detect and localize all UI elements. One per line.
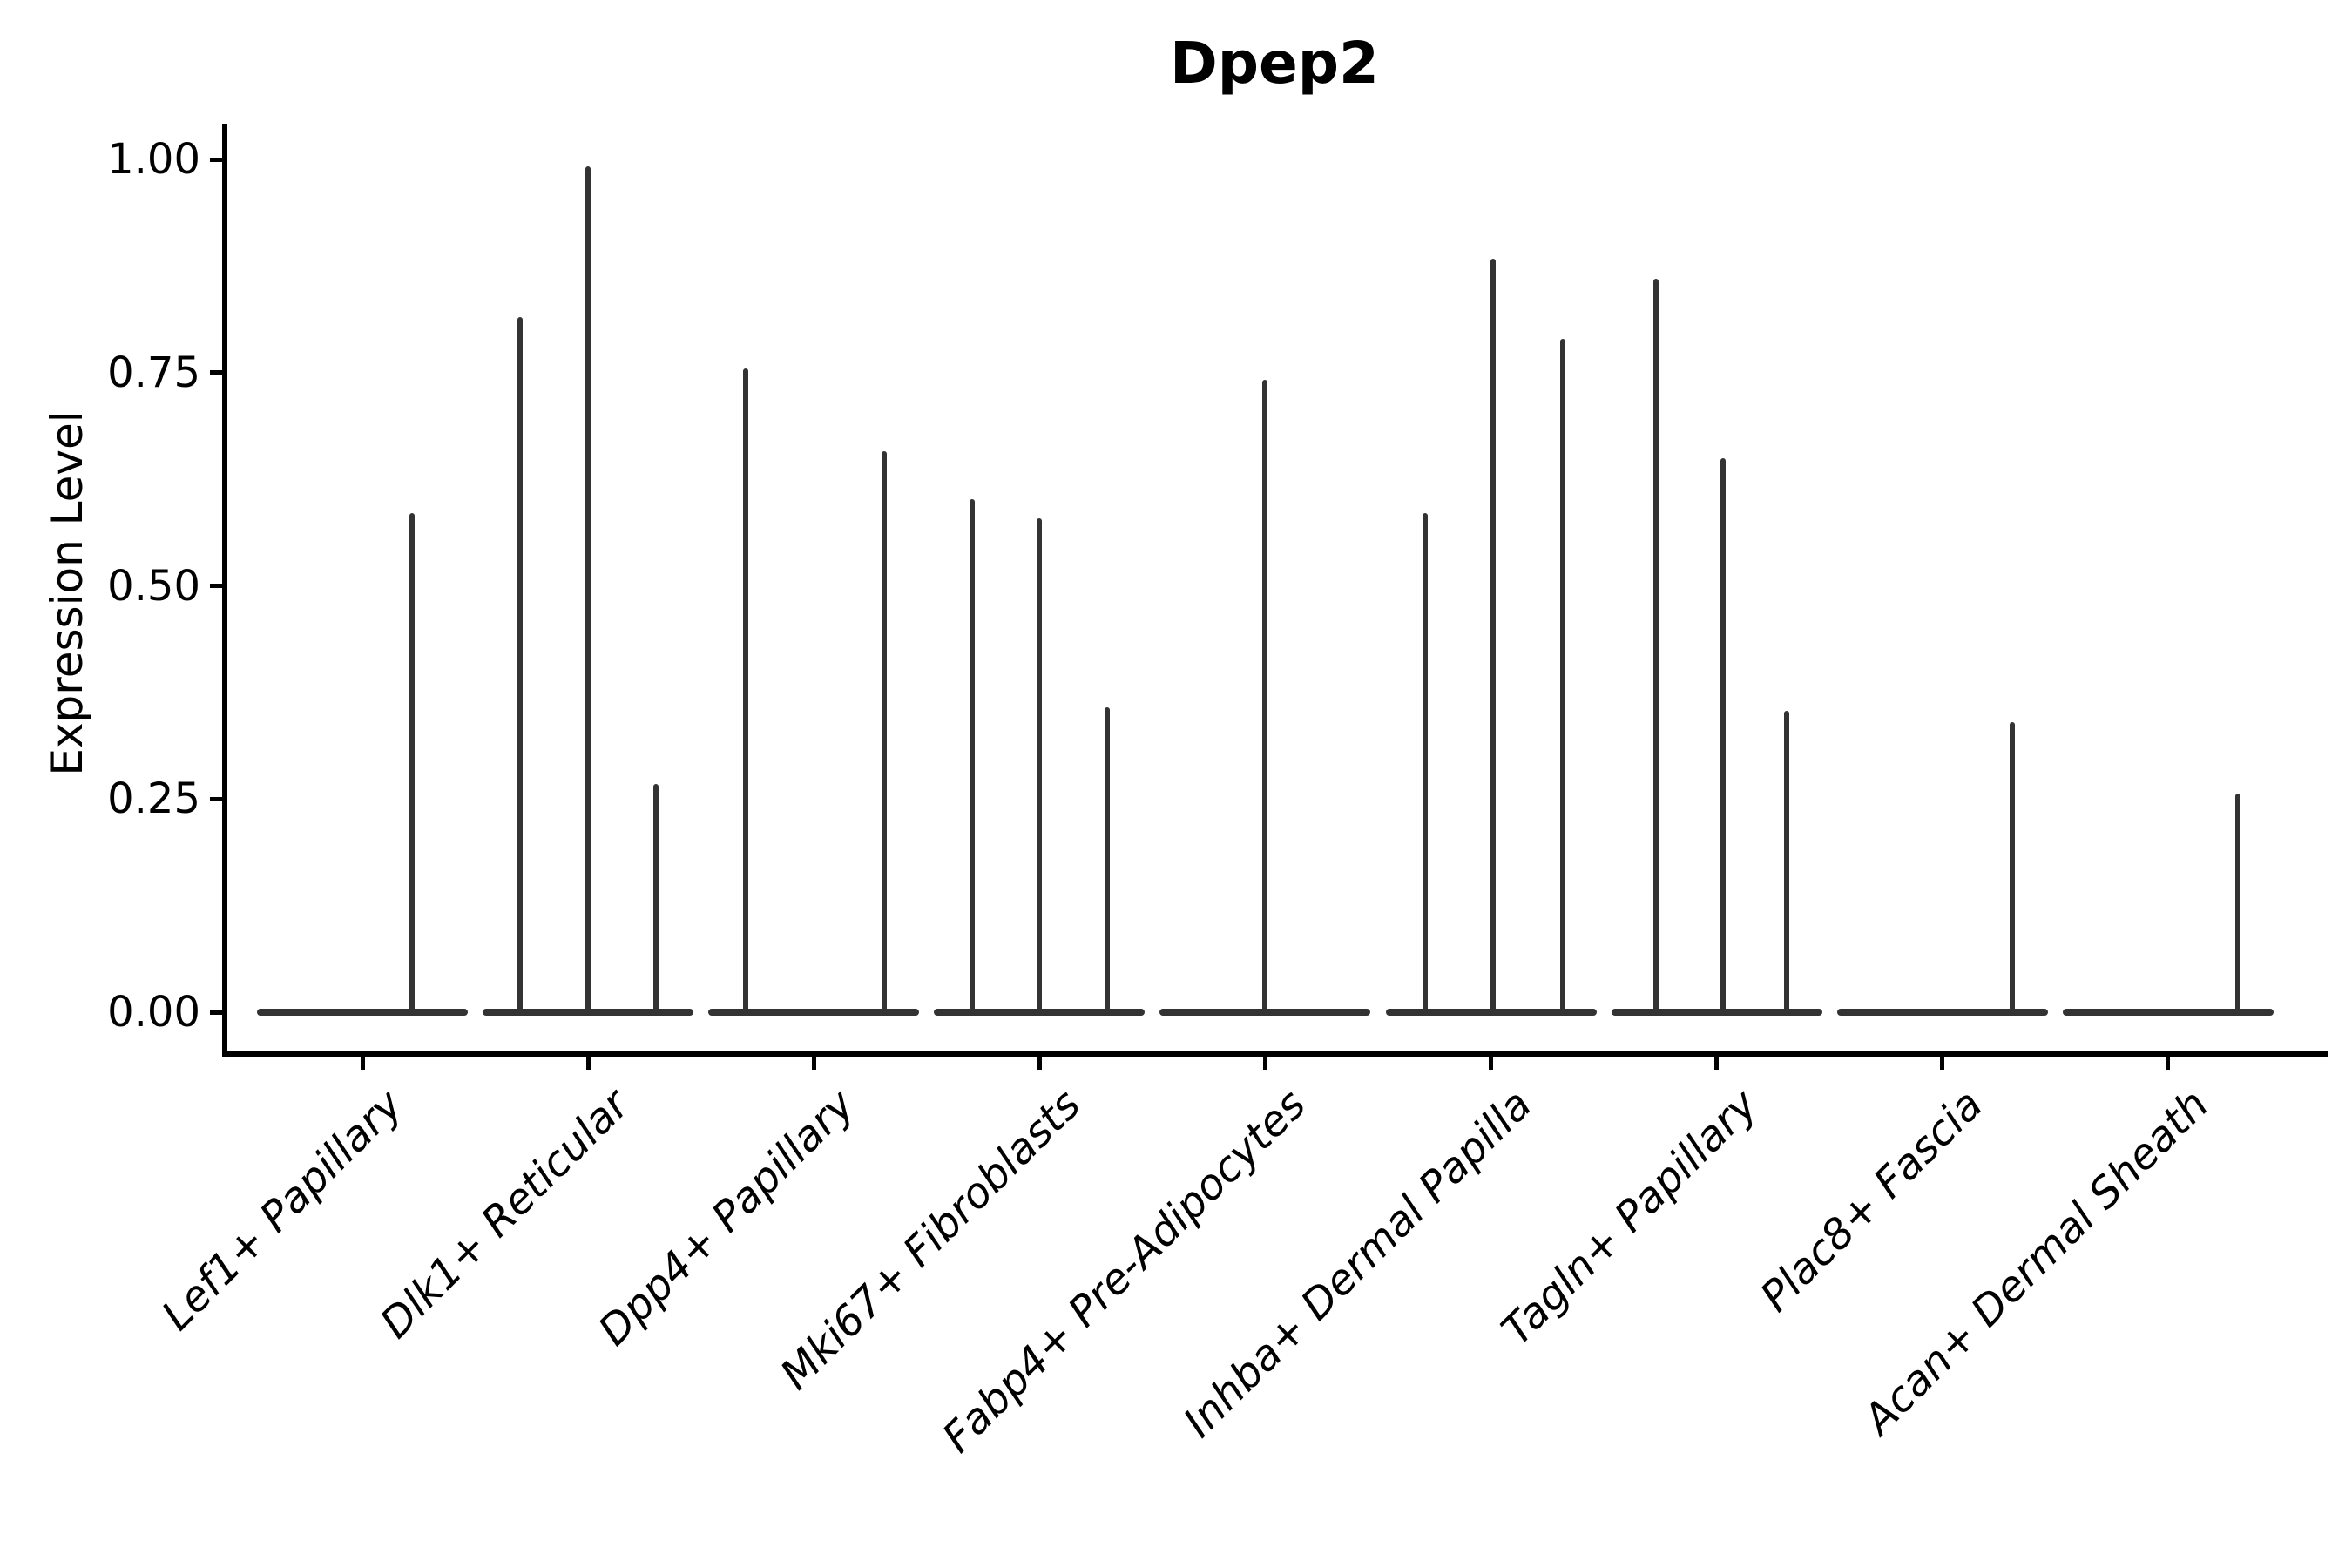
x-tick-label: Fabp4+ Pre-Adipocytes: [933, 1080, 1316, 1463]
x-tick-mark: [2166, 1057, 2171, 1070]
violin-spike: [2235, 794, 2241, 1015]
violin-spike: [1262, 379, 1268, 1015]
y-tick-label: 0.25: [107, 774, 200, 824]
x-axis-spine: [222, 1051, 2328, 1057]
violin-spike: [585, 166, 591, 1015]
x-tick-label: Dlk1+ Reticular: [370, 1080, 639, 1348]
violin-spike: [1423, 513, 1429, 1015]
violin-spike: [1783, 711, 1789, 1015]
violin-spike: [1105, 706, 1111, 1015]
x-tick-mark: [585, 1057, 591, 1070]
y-tick-mark: [210, 157, 223, 162]
violin-spike: [2010, 722, 2016, 1015]
violin-spike: [409, 513, 415, 1015]
x-tick-mark: [1489, 1057, 1493, 1070]
violin-baseline: [1836, 1009, 2048, 1016]
chart-title: Dpep2: [1170, 30, 1379, 97]
violin-baseline: [2062, 1009, 2274, 1016]
x-tick-label: Lef1+ Papillary: [152, 1080, 413, 1341]
y-tick-mark: [210, 1010, 223, 1015]
y-tick-label: 0.75: [107, 348, 200, 397]
y-tick-label: 0.00: [107, 988, 200, 1037]
violin-spike: [969, 498, 975, 1015]
violin-spike: [1652, 279, 1659, 1015]
violin-spike: [881, 450, 887, 1015]
violin-spike: [1490, 258, 1497, 1015]
violin-spike: [1560, 338, 1566, 1015]
violin-spike: [1720, 457, 1727, 1015]
violin-baseline: [1611, 1009, 1822, 1016]
violin-spike: [743, 368, 749, 1015]
y-tick-mark: [210, 796, 223, 801]
x-tick-mark: [811, 1057, 816, 1070]
y-axis-spine: [222, 124, 227, 1057]
x-tick-mark: [1940, 1057, 1945, 1070]
violin-baseline: [708, 1009, 920, 1016]
violin-spike: [652, 783, 659, 1015]
x-tick-mark: [1262, 1057, 1267, 1070]
x-tick-mark: [1037, 1057, 1042, 1070]
x-tick-label: Plac8+ Fascia: [1751, 1080, 1993, 1321]
y-tick-label: 1.00: [107, 135, 200, 184]
x-tick-mark: [1714, 1057, 1720, 1070]
x-tick-mark: [360, 1057, 365, 1070]
y-tick-mark: [210, 584, 223, 588]
y-tick-label: 0.50: [107, 561, 200, 611]
violin-baseline: [257, 1009, 468, 1016]
violin-spike: [1037, 518, 1043, 1015]
violin-spike: [517, 317, 524, 1015]
y-tick-mark: [210, 370, 223, 375]
